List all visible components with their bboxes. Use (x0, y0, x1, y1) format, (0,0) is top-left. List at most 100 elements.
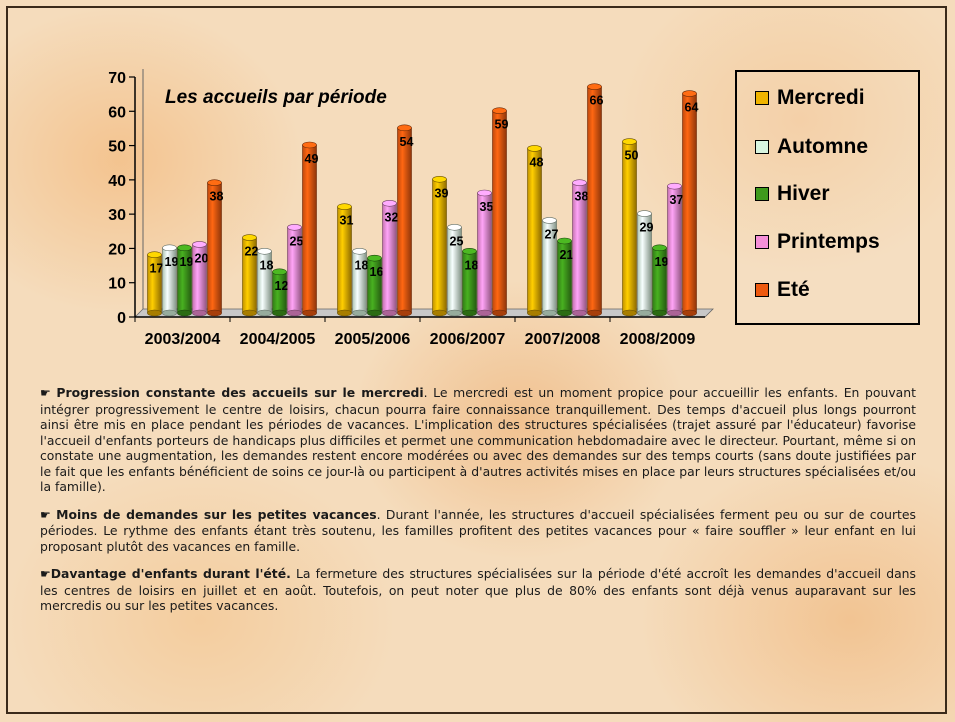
paragraph-1-heading: Progression constante des accueils sur l… (56, 385, 424, 400)
legend-label: Hiver (777, 182, 830, 205)
bar (397, 127, 412, 314)
data-label: 32 (385, 210, 399, 224)
pointing-hand-icon: ☛ (40, 567, 51, 581)
y-tick-label: 10 (108, 276, 126, 293)
y-tick-label: 50 (108, 139, 126, 156)
y-tick-label: 70 (108, 70, 126, 87)
data-label: 20 (195, 251, 209, 265)
bar-cap (652, 244, 667, 252)
bar-base (147, 309, 162, 317)
bar-base (652, 309, 667, 317)
bar-cap (622, 138, 637, 145)
bar-base (622, 309, 637, 317)
commentary-text: ☛ Progression constante des accueils sur… (40, 385, 916, 626)
bar-cap (587, 83, 602, 91)
bar-base (492, 309, 507, 317)
data-label: 25 (450, 234, 464, 248)
bar-base (527, 309, 542, 317)
bar-base (162, 309, 177, 317)
bar-cap (257, 247, 272, 255)
data-label: 19 (180, 255, 194, 269)
bar (302, 144, 317, 314)
legend-swatch (755, 283, 769, 297)
data-label: 50 (625, 149, 639, 163)
bar-base (667, 309, 682, 317)
legend-label: Eté (777, 278, 810, 301)
paragraph-1-body: . Le mercredi est un moment propice pour… (40, 385, 916, 494)
bar-cap (682, 90, 697, 97)
data-label: 39 (435, 186, 449, 200)
legend-item: Mercredi (755, 86, 865, 110)
bar-base (352, 309, 367, 317)
data-label: 27 (545, 227, 559, 241)
bar-cap (382, 199, 397, 207)
x-tick-label: 2007/2008 (525, 331, 601, 348)
pointing-hand-icon: ☛ (40, 386, 51, 400)
data-label: 48 (530, 155, 544, 169)
paragraph-3-heading: Davantage d'enfants durant l'été. (50, 566, 291, 581)
data-label: 66 (590, 94, 604, 108)
x-tick-label: 2003/2004 (145, 331, 221, 348)
legend-swatch (755, 235, 769, 249)
data-label: 12 (275, 279, 289, 293)
bar-base (572, 309, 587, 317)
bar-cap (462, 247, 477, 255)
bar-cap (337, 203, 352, 211)
data-label: 18 (355, 258, 369, 272)
chart-legend: Mercredi Automne Hiver Printemps Eté (735, 70, 920, 325)
bar-cap (162, 244, 177, 252)
bar-base (287, 309, 302, 317)
paragraph-2-heading: Moins de demandes sur les petites vacanc… (56, 506, 377, 522)
bar (527, 148, 542, 314)
bar-base (382, 309, 397, 317)
data-label: 38 (210, 190, 224, 204)
bar-base (557, 309, 572, 317)
data-label: 38 (575, 190, 589, 204)
bar (587, 86, 602, 314)
legend-swatch (755, 187, 769, 201)
data-label: 31 (340, 214, 354, 228)
bar-base (242, 309, 257, 317)
data-label: 49 (305, 152, 319, 166)
bar-cap (192, 241, 207, 248)
y-tick-label: 60 (108, 104, 126, 121)
x-tick-label: 2005/2006 (335, 331, 411, 348)
bar-base (337, 309, 352, 317)
bar-cap (637, 210, 652, 217)
bar-cap (447, 223, 462, 231)
legend-swatch (755, 140, 769, 154)
x-tick-label: 2006/2007 (430, 331, 506, 348)
x-tick-label: 2004/2005 (240, 331, 316, 348)
chart-title: Les accueils par période (165, 87, 387, 108)
bar-cap (207, 179, 222, 187)
y-tick-label: 40 (108, 173, 126, 190)
bar-base (177, 309, 192, 317)
bar-base (447, 309, 462, 317)
paragraph-3: ☛Davantage d'enfants durant l'été. La fe… (40, 566, 916, 614)
y-tick-label: 30 (108, 207, 126, 224)
data-label: 59 (495, 118, 509, 132)
bar-base (302, 309, 317, 317)
bar-base (477, 309, 492, 317)
bar-cap (147, 251, 162, 259)
bar-cap (432, 175, 447, 183)
bar (622, 141, 637, 314)
data-label: 17 (150, 262, 164, 276)
bar-cap (572, 179, 587, 187)
legend-item: Hiver (755, 182, 830, 206)
legend-item: Printemps (755, 230, 880, 254)
data-label: 19 (165, 255, 179, 269)
bar-base (192, 309, 207, 317)
data-label: 35 (480, 200, 494, 214)
bar-base (432, 309, 447, 317)
data-label: 19 (655, 255, 669, 269)
bar-base (272, 309, 287, 317)
bar-cap (477, 189, 492, 197)
legend-swatch (755, 91, 769, 105)
data-label: 64 (685, 101, 699, 115)
bar-cap (492, 107, 507, 115)
bar (492, 110, 507, 314)
bar-base (587, 309, 602, 317)
bar-base (637, 309, 652, 317)
data-label: 37 (670, 193, 684, 207)
